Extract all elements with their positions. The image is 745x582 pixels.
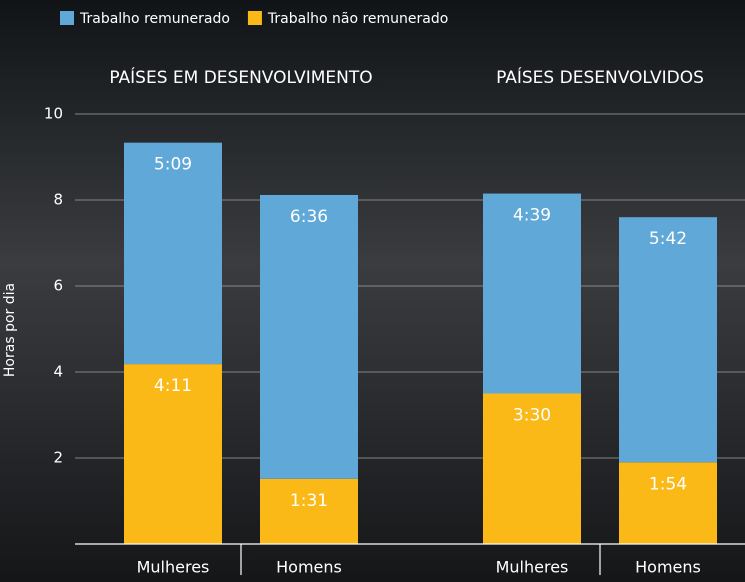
bar-segment [619,462,717,544]
x-tick-label: Mulheres [137,558,210,577]
x-tick-label: Homens [276,558,342,577]
y-tick-label: 4 [53,363,63,381]
legend-label: Trabalho remunerado [79,11,230,27]
value-label: 3:30 [513,406,551,426]
bar-segment [260,194,358,479]
x-tick-label: Homens [635,558,701,577]
value-label: 1:54 [649,474,687,494]
legend-swatch [60,11,74,25]
y-tick-label: 10 [44,105,63,123]
bar-segment [619,217,717,463]
value-label: 4:39 [513,206,551,226]
group-label: PAÍSES EM DESENVOLVIMENTO [109,66,372,88]
value-label: 1:31 [290,491,328,511]
x-tick-label: Mulheres [496,558,569,577]
bar-segment [124,142,222,365]
y-axis-label: Horas por dia [2,283,18,377]
group-label: PAÍSES DESENVOLVIDOS [496,66,704,88]
bar-segment [483,193,581,394]
legend-swatch [247,11,262,25]
y-tick-label: 2 [53,449,63,467]
bar-segment [483,393,581,544]
legend-label: Trabalho não remunerado [267,11,448,27]
bar-segment [124,364,222,544]
y-tick-label: 8 [53,191,63,209]
value-label: 6:36 [290,207,328,227]
value-label: 5:42 [649,229,687,249]
bar-segment [260,478,358,544]
value-label: 4:11 [154,376,192,396]
value-label: 5:09 [154,155,192,175]
y-tick-label: 6 [53,277,63,295]
